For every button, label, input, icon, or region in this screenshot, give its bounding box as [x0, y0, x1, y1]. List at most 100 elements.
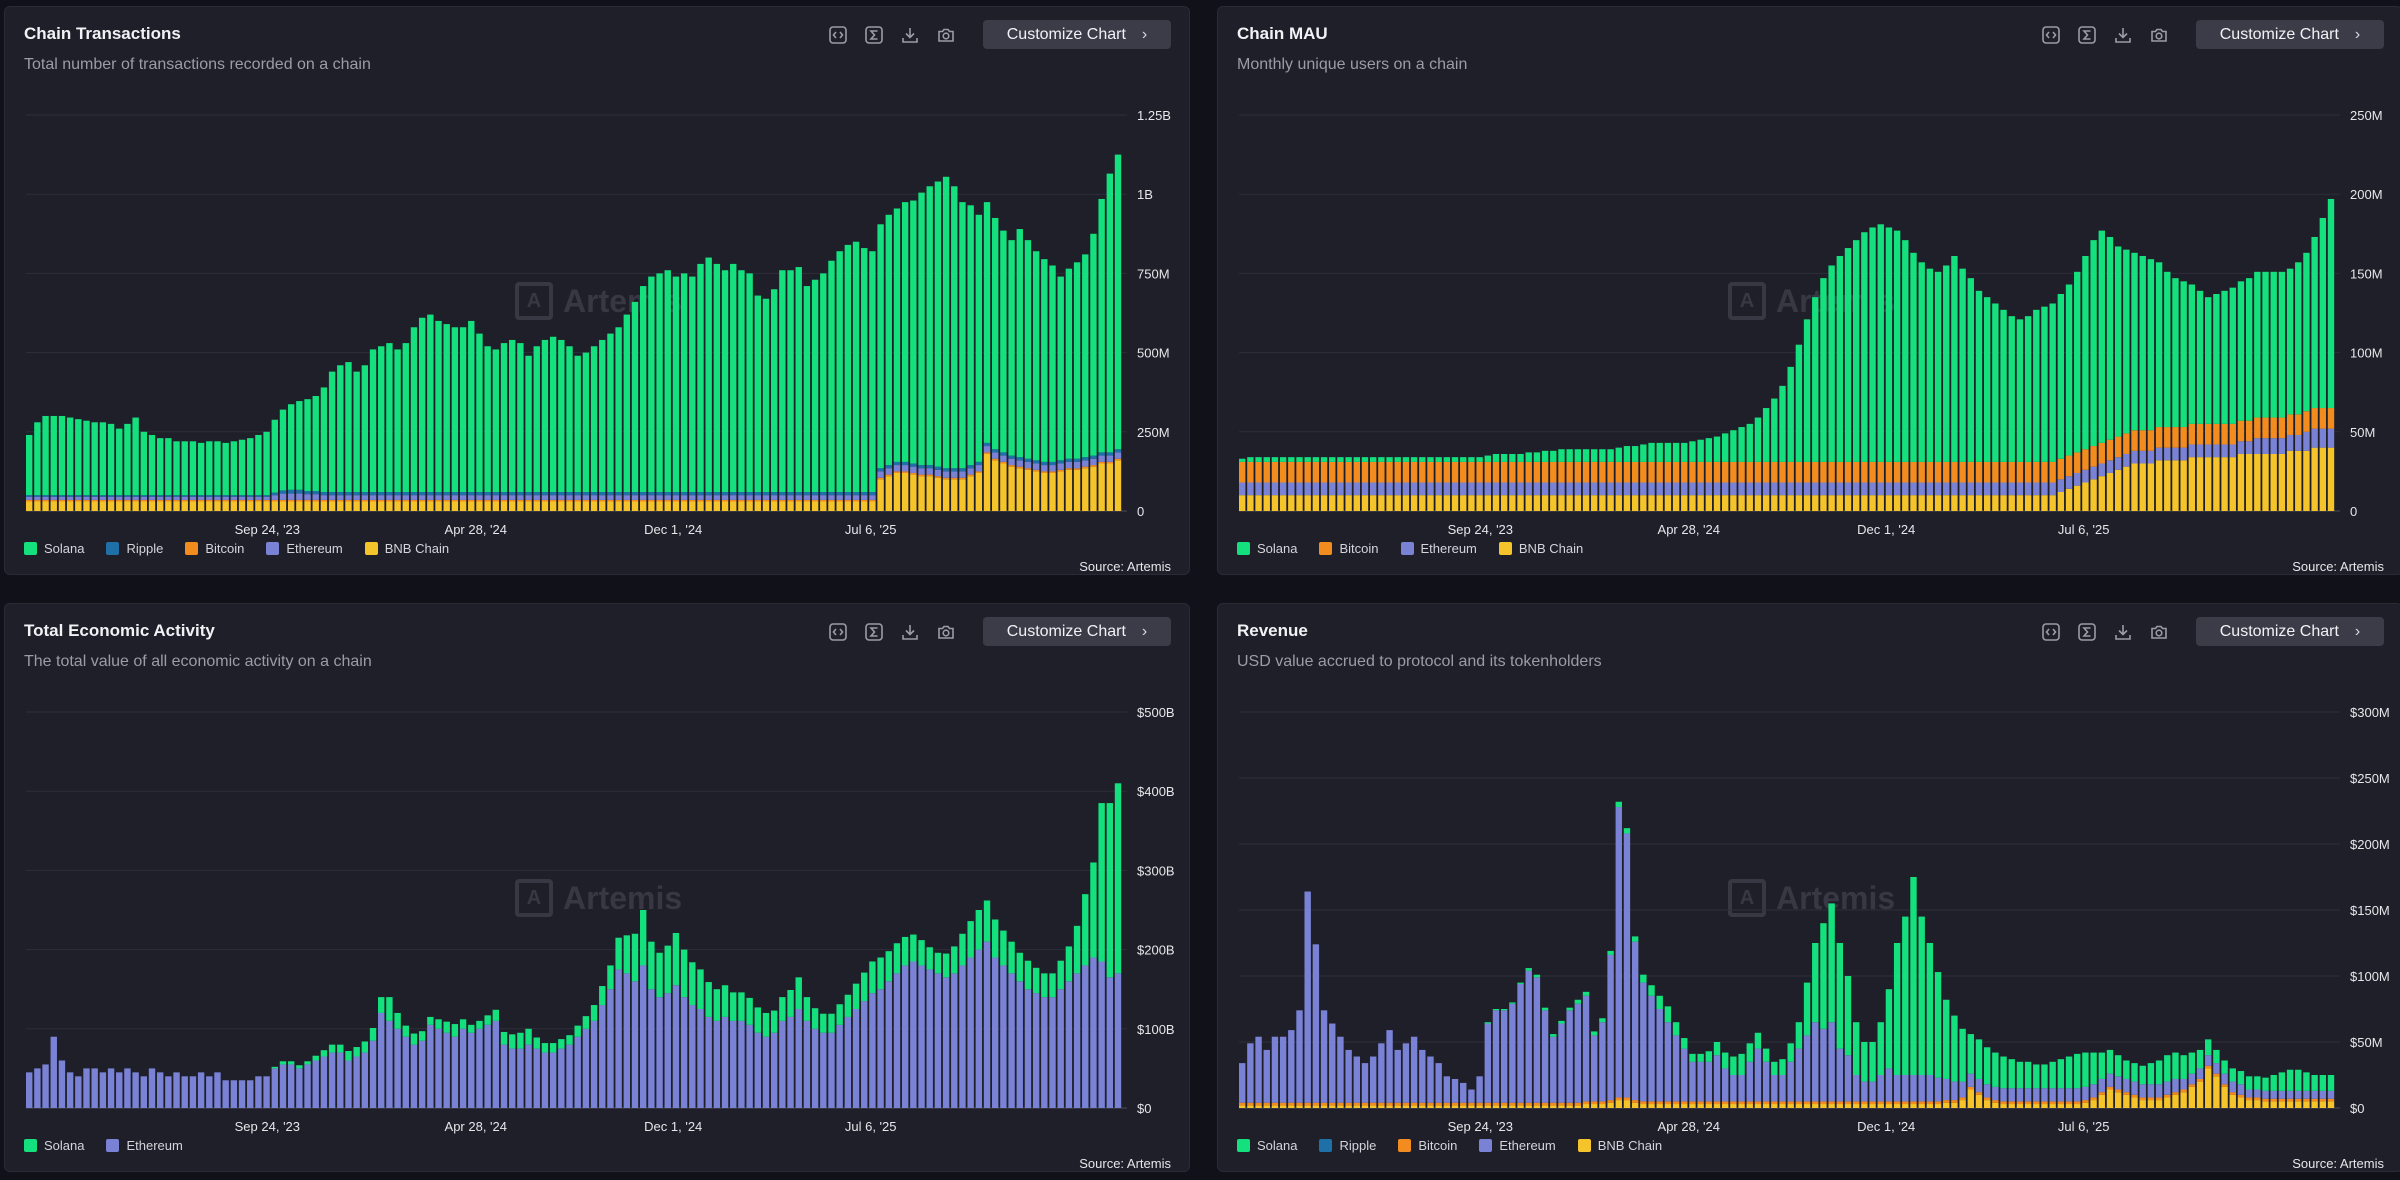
bar-bnb-chain: [992, 460, 999, 511]
code-icon[interactable]: [827, 621, 849, 643]
bar-solana: [934, 952, 942, 974]
camera-icon[interactable]: [2148, 24, 2170, 46]
bar-bitcoin: [2139, 430, 2146, 451]
code-icon[interactable]: [827, 24, 849, 46]
bar-ethereum: [165, 1076, 172, 1108]
legend-item-ripple[interactable]: Ripple: [106, 541, 163, 556]
legend-item-bnb-chain[interactable]: BNB Chain: [364, 541, 449, 556]
bar-solana: [1820, 278, 1827, 462]
legend-item-ethereum[interactable]: Ethereum: [1400, 541, 1477, 556]
bar-solana: [132, 417, 139, 496]
bar-solana: [435, 320, 442, 492]
bar-bitcoin: [1476, 1102, 1483, 1106]
customize-chart-button[interactable]: Customize Chart ›: [983, 617, 1171, 646]
bar-solana: [1951, 255, 1958, 462]
bar-solana: [599, 339, 606, 492]
bar-bitcoin: [582, 499, 590, 502]
sigma-icon[interactable]: [2076, 24, 2098, 46]
bar-ethereum: [230, 496, 238, 500]
bar-ethereum: [255, 496, 262, 500]
bar-solana: [1386, 457, 1393, 462]
legend-item-bitcoin[interactable]: Bitcoin: [1398, 1138, 1457, 1153]
bar-solana: [803, 286, 811, 492]
download-icon[interactable]: [2112, 621, 2134, 643]
bar-bitcoin: [1926, 1101, 1934, 1105]
bar-bnb-chain: [942, 479, 950, 511]
bar-bitcoin: [2139, 1097, 2146, 1101]
legend-swatch: [24, 1139, 37, 1152]
bar-bitcoin: [1419, 461, 1426, 483]
bar-ethereum: [599, 495, 606, 500]
customize-chart-button[interactable]: Customize Chart ›: [983, 20, 1171, 49]
bar-bnb-chain: [541, 501, 549, 511]
legend-item-solana[interactable]: Solana: [24, 541, 84, 556]
legend-swatch: [1400, 542, 1414, 555]
legend-item-bnb-chain[interactable]: BNB Chain: [1498, 541, 1583, 556]
bar-bitcoin: [951, 477, 958, 480]
legend-item-bitcoin[interactable]: Bitcoin: [1319, 541, 1379, 556]
bar-ethereum: [1065, 981, 1073, 1108]
sigma-icon[interactable]: [863, 621, 885, 643]
bar-ethereum: [1746, 482, 1753, 496]
legend-item-bnb-chain[interactable]: BNB Chain: [1577, 1138, 1662, 1153]
x-tick-label: Jul 6, '25: [845, 522, 897, 537]
bar-bnb-chain: [1312, 1105, 1320, 1108]
bar-bitcoin: [91, 499, 98, 502]
bar-ripple: [369, 491, 377, 496]
bar-ethereum: [1648, 995, 1655, 1102]
bar-ethereum: [2254, 1089, 2261, 1098]
bar-solana: [2311, 1075, 2318, 1091]
bar-ethereum: [1640, 482, 1647, 496]
legend-item-ethereum[interactable]: Ethereum: [1479, 1138, 1556, 1153]
camera-icon[interactable]: [935, 24, 957, 46]
customize-chart-button[interactable]: Customize Chart ›: [2196, 20, 2384, 49]
bar-ethereum: [2303, 431, 2310, 451]
bar-bitcoin: [2098, 1092, 2105, 1095]
bar-bnb-chain: [697, 501, 704, 511]
bar-ethereum: [828, 1032, 835, 1108]
bar-bnb-chain: [926, 476, 933, 511]
bar-bitcoin: [1369, 1102, 1377, 1106]
bar-solana: [451, 1024, 459, 1037]
sigma-icon[interactable]: [2076, 621, 2098, 643]
legend-item-ethereum[interactable]: Ethereum: [266, 541, 343, 556]
bar-ethereum: [1615, 482, 1622, 496]
camera-icon[interactable]: [2148, 621, 2170, 643]
bar-ethereum: [1312, 482, 1320, 496]
legend-item-solana[interactable]: Solana: [24, 1138, 84, 1153]
bar-ripple: [189, 495, 197, 497]
code-icon[interactable]: [2040, 24, 2062, 46]
download-icon[interactable]: [899, 621, 921, 643]
bar-bnb-chain: [738, 501, 745, 511]
legend-item-bitcoin[interactable]: Bitcoin: [185, 541, 244, 556]
bar-bnb-chain: [590, 501, 598, 511]
bar-bitcoin: [1910, 461, 1917, 483]
legend-item-solana[interactable]: Solana: [1237, 1138, 1297, 1153]
bar-solana: [2237, 281, 2245, 421]
download-icon[interactable]: [2112, 24, 2134, 46]
download-icon[interactable]: [899, 24, 921, 46]
bar-ethereum: [148, 1068, 156, 1108]
bar-bitcoin: [1713, 1101, 1721, 1105]
bar-solana: [721, 985, 729, 1017]
code-icon[interactable]: [2040, 621, 2062, 643]
bar-solana: [2106, 236, 2114, 440]
bar-bitcoin: [418, 499, 426, 502]
bar-solana: [877, 224, 884, 469]
bar-bitcoin: [1098, 461, 1105, 464]
camera-icon[interactable]: [935, 621, 957, 643]
bar-solana: [1836, 943, 1844, 1049]
legend-item-ripple[interactable]: Ripple: [1319, 1138, 1376, 1153]
bar-bnb-chain: [1049, 472, 1056, 511]
bar-ethereum: [877, 471, 884, 478]
bar-bnb-chain: [1861, 495, 1868, 511]
bar-solana: [492, 349, 500, 492]
bar-solana: [566, 1035, 573, 1045]
bar-bnb-chain: [770, 501, 778, 511]
customize-chart-button[interactable]: Customize Chart ›: [2196, 617, 2384, 646]
sigma-icon[interactable]: [863, 24, 885, 46]
legend-item-ethereum[interactable]: Ethereum: [106, 1138, 183, 1153]
legend-item-solana[interactable]: Solana: [1237, 541, 1297, 556]
bar-ripple: [697, 491, 704, 496]
bar-ripple: [418, 491, 426, 496]
